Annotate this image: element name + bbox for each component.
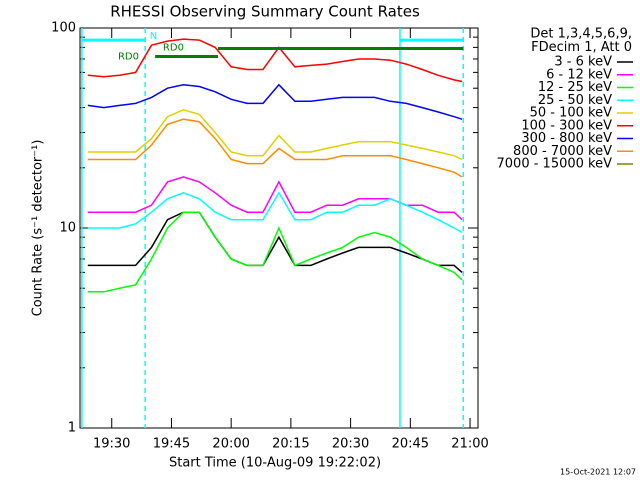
legend-header: FDecim 1, Att 0 bbox=[531, 40, 632, 55]
annotation: N bbox=[150, 31, 157, 42]
series-line bbox=[87, 83, 463, 120]
legend-label: 50 - 100 keV bbox=[530, 106, 613, 121]
series-line bbox=[87, 118, 463, 178]
x-tick-label: 20:15 bbox=[272, 437, 309, 452]
series-line bbox=[87, 191, 463, 234]
y-tick-label: 100 bbox=[51, 21, 76, 36]
legend-label: 800 - 7000 keV bbox=[513, 144, 612, 159]
legend-header: Det 1,3,4,5,6,9, bbox=[530, 27, 632, 42]
legend-label: 3 - 6 keV bbox=[554, 55, 612, 70]
x-tick-label: 20:00 bbox=[212, 437, 249, 452]
y-tick-label: 10 bbox=[59, 221, 76, 236]
series-line bbox=[87, 211, 463, 293]
legend-label: 300 - 800 keV bbox=[521, 131, 612, 146]
x-axis-label: Start Time (10-Aug-09 19:22:02) bbox=[169, 456, 381, 471]
series-line bbox=[87, 38, 463, 83]
y-axis-label: Count Rate (s⁻¹ detector⁻¹) bbox=[31, 140, 46, 317]
x-tick-label: 21:00 bbox=[451, 437, 488, 452]
x-tick-label: 19:45 bbox=[153, 437, 190, 452]
series-line bbox=[87, 211, 463, 273]
series-line bbox=[87, 109, 463, 161]
legend-label: 100 - 300 keV bbox=[521, 118, 612, 133]
annotation: RD0 bbox=[118, 52, 139, 63]
legend-label: 12 - 25 keV bbox=[538, 80, 612, 95]
legend-label: 25 - 50 keV bbox=[538, 93, 612, 108]
x-tick-label: 19:30 bbox=[93, 437, 130, 452]
legend-label: 7000 - 15000 keV bbox=[497, 157, 613, 172]
y-tick-label: 1 bbox=[68, 421, 76, 436]
x-tick-label: 20:30 bbox=[332, 437, 369, 452]
x-tick-label: 20:45 bbox=[392, 437, 429, 452]
footer-date: 15-Oct-2021 12:07 bbox=[560, 468, 636, 477]
annotation: RD0 bbox=[163, 42, 184, 53]
chart-title: RHESSI Observing Summary Count Rates bbox=[110, 3, 420, 21]
legend-label: 6 - 12 keV bbox=[546, 67, 612, 82]
